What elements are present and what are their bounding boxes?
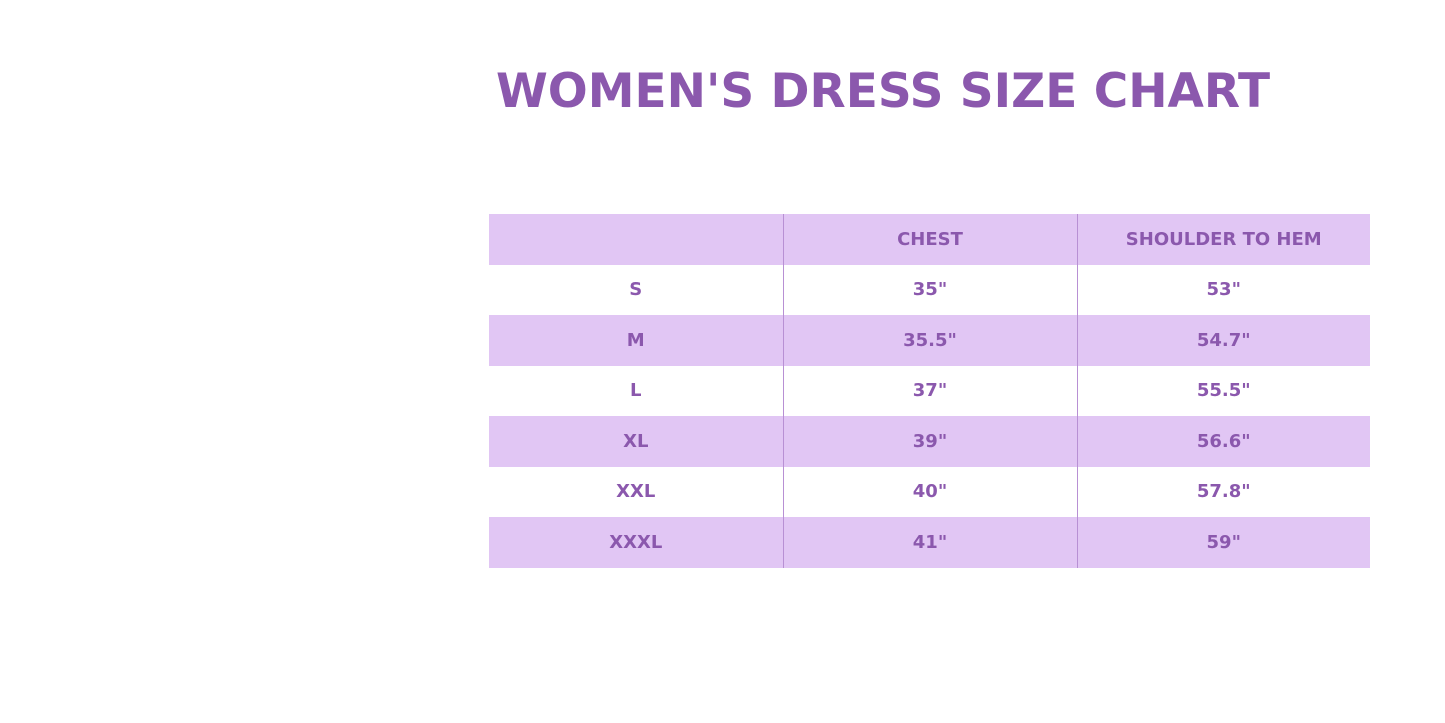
table-row: XXL 40" 57.8" — [489, 466, 1370, 517]
chest-cell: 40" — [782, 466, 1077, 517]
table-row: L 37" 55.5" — [489, 365, 1370, 416]
table-row: S 35" 53" — [489, 264, 1370, 315]
chest-cell: 41" — [782, 517, 1077, 568]
chest-cell: 37" — [782, 365, 1077, 416]
table-row: M 35.5" 54.7" — [489, 315, 1370, 366]
table-row: XL 39" 56.6" — [489, 416, 1370, 467]
size-chart-table: CHEST SHOULDER TO HEM S 35" 53" M 35.5" 54.7"… — [489, 214, 1370, 568]
column-header-size — [489, 214, 783, 265]
chest-cell: 39" — [782, 416, 1077, 467]
size-cell: S — [629, 279, 643, 301]
column-header-chest: CHEST — [782, 214, 1077, 265]
table-row: XXXL 41" 59" — [489, 517, 1370, 568]
chest-cell: 35" — [782, 264, 1077, 315]
size-cell: M — [489, 315, 783, 366]
size-cell: L — [630, 380, 642, 402]
shoulder-to-hem-cell: 59" — [1076, 517, 1370, 568]
size-cell: XXL — [616, 481, 656, 503]
page-title: WOMEN'S DRESS SIZE CHART — [495, 64, 1271, 119]
size-cell: XL — [489, 416, 783, 467]
column-header-shoulder-to-hem: SHOULDER TO HEM — [1076, 214, 1370, 265]
shoulder-to-hem-cell: 57.8" — [1076, 466, 1370, 517]
shoulder-to-hem-cell: 56.6" — [1076, 416, 1370, 467]
shoulder-to-hem-cell: 55.5" — [1076, 365, 1370, 416]
table-header-row: CHEST SHOULDER TO HEM — [489, 214, 1370, 265]
shoulder-to-hem-cell: 54.7" — [1076, 315, 1370, 366]
size-cell: XXXL — [489, 517, 783, 568]
shoulder-to-hem-cell: 53" — [1076, 264, 1370, 315]
chest-cell: 35.5" — [782, 315, 1077, 366]
